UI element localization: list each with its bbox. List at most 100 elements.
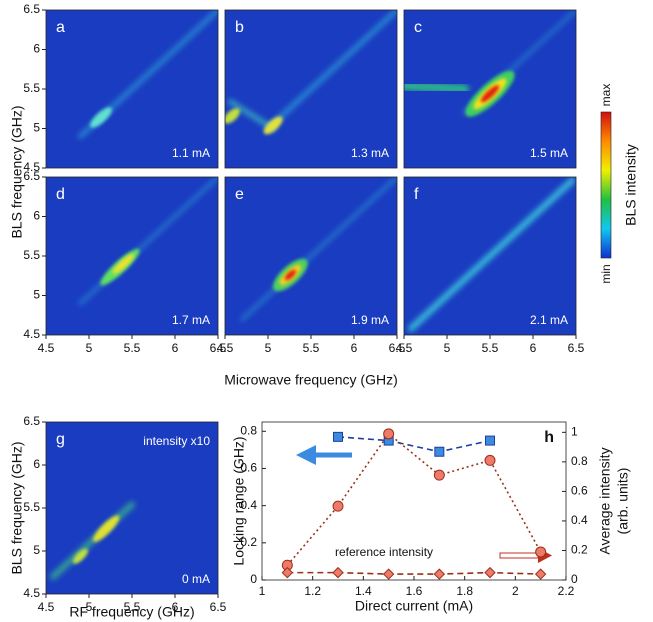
- annotation: intensity x10: [143, 434, 210, 448]
- y-tick-label: 0: [250, 572, 257, 586]
- marker: [535, 546, 547, 558]
- feature: [225, 108, 240, 124]
- annotation: 1.3 mA: [351, 146, 389, 160]
- y-tick-label: 0.6: [240, 461, 257, 475]
- series-line: [337, 436, 491, 453]
- y-tick-label: 5: [33, 543, 40, 557]
- x-tick-label: 6: [172, 600, 179, 614]
- y-tick-label: 6: [33, 42, 40, 56]
- y-tick-label: 5: [33, 121, 40, 135]
- y-tick-label: 5.5: [23, 81, 40, 95]
- heatmap: [404, 177, 576, 335]
- feature: [90, 107, 112, 128]
- x-tick-label: 5: [86, 341, 93, 355]
- y2-axis-label: Average intensity: [597, 447, 613, 554]
- panel-label: h: [544, 429, 554, 446]
- x-tick-label: 1.8: [456, 584, 473, 598]
- heatmap: [404, 10, 576, 168]
- x-tick-label: 5: [86, 600, 93, 614]
- y2-tick-label: 0.8: [571, 454, 588, 468]
- feature: [480, 85, 500, 103]
- marker: [433, 469, 445, 481]
- x-tick-label: 5.5: [124, 600, 141, 614]
- feature: [240, 177, 397, 322]
- x-tick-label: 5.5: [124, 341, 141, 355]
- annotation: 1.5 mA: [530, 146, 568, 160]
- x-tick-label: 6: [351, 341, 358, 355]
- y-axis-label: BLS frequency (GHz): [9, 441, 25, 574]
- y-tick-label: 5.5: [23, 500, 40, 514]
- x-tick-label: 5.5: [482, 341, 499, 355]
- x-axis-label: RF frequency (GHz): [69, 604, 194, 620]
- heatmap: [225, 177, 397, 335]
- heatmap: [225, 10, 397, 168]
- annotation: 1.7 mA: [172, 313, 210, 327]
- y2-axis-label: (arb. units): [615, 468, 631, 535]
- panel-label: b: [235, 19, 244, 36]
- marker: [383, 428, 395, 440]
- panel-label: a: [56, 19, 65, 36]
- marker: [332, 500, 344, 512]
- heatmap: [46, 177, 218, 335]
- y-tick-label: 5.5: [23, 248, 40, 262]
- feature: [284, 269, 296, 281]
- x-tick-label: 6: [172, 341, 179, 355]
- series-line: [286, 432, 542, 566]
- x-tick-label: 4.5: [396, 341, 413, 355]
- feature: [407, 177, 576, 332]
- colorbar-min: min: [599, 264, 613, 283]
- panel-label: c: [414, 19, 422, 36]
- x-tick-label: 6.5: [389, 341, 406, 355]
- panel-label: d: [56, 186, 65, 203]
- y-tick-label: 6: [33, 457, 40, 471]
- x-tick-label: 6: [530, 341, 537, 355]
- feature: [227, 99, 276, 131]
- marker: [333, 431, 343, 442]
- panel-label: e: [235, 186, 244, 203]
- heatmap: [46, 422, 218, 594]
- y2-tick-label: 1: [571, 425, 578, 439]
- y-tick-label: 6.5: [23, 169, 40, 183]
- marker: [433, 568, 446, 580]
- marker: [281, 566, 294, 579]
- y-tick-label: 6.5: [23, 414, 40, 428]
- x-tick-label: 4.5: [38, 341, 55, 355]
- y-tick-label: 6.5: [23, 2, 40, 16]
- feature: [263, 116, 283, 135]
- feature: [72, 548, 89, 564]
- colorbar: [600, 111, 612, 259]
- y2-tick-label: 0.6: [571, 484, 588, 498]
- y2-tick-label: 0.2: [571, 543, 588, 557]
- annotation: 0 mA: [182, 572, 210, 586]
- marker: [382, 568, 395, 580]
- x-tick-label: 1.6: [406, 584, 423, 598]
- colorbar-label: BLS intensity: [623, 144, 639, 226]
- feature: [404, 80, 470, 94]
- y-tick-label: 4.5: [23, 586, 40, 600]
- marker: [534, 568, 547, 580]
- feature: [112, 254, 134, 274]
- y-tick-label: 0.4: [240, 498, 257, 512]
- x-tick-label: 5: [265, 341, 272, 355]
- x-tick-label: 6.5: [568, 341, 585, 355]
- y-tick-label: 4.5: [23, 160, 40, 174]
- x-tick-label: 5: [444, 341, 451, 355]
- panel-label: g: [56, 431, 65, 448]
- x-tick-label: 5.5: [303, 341, 320, 355]
- x-tick-label: 1.4: [355, 584, 372, 598]
- y-tick-label: 6: [33, 209, 40, 223]
- y2-tick-label: 0.4: [571, 513, 588, 527]
- annotation: reference intensity: [335, 545, 433, 559]
- colorbar-max: max: [599, 84, 613, 107]
- x-tick-label: 6.5: [210, 600, 227, 614]
- frame: [403, 9, 577, 169]
- x-tick-label: 1: [259, 584, 266, 598]
- annotation: 2.1 mA: [530, 313, 568, 327]
- annotation: 1.1 mA: [172, 146, 210, 160]
- y-axis-label: Locking range (GHz): [231, 436, 247, 565]
- x-tick-label: 4.5: [217, 341, 234, 355]
- x-tick-label: 4.5: [38, 600, 55, 614]
- y-tick-label: 4.5: [23, 327, 40, 341]
- marker: [484, 566, 496, 579]
